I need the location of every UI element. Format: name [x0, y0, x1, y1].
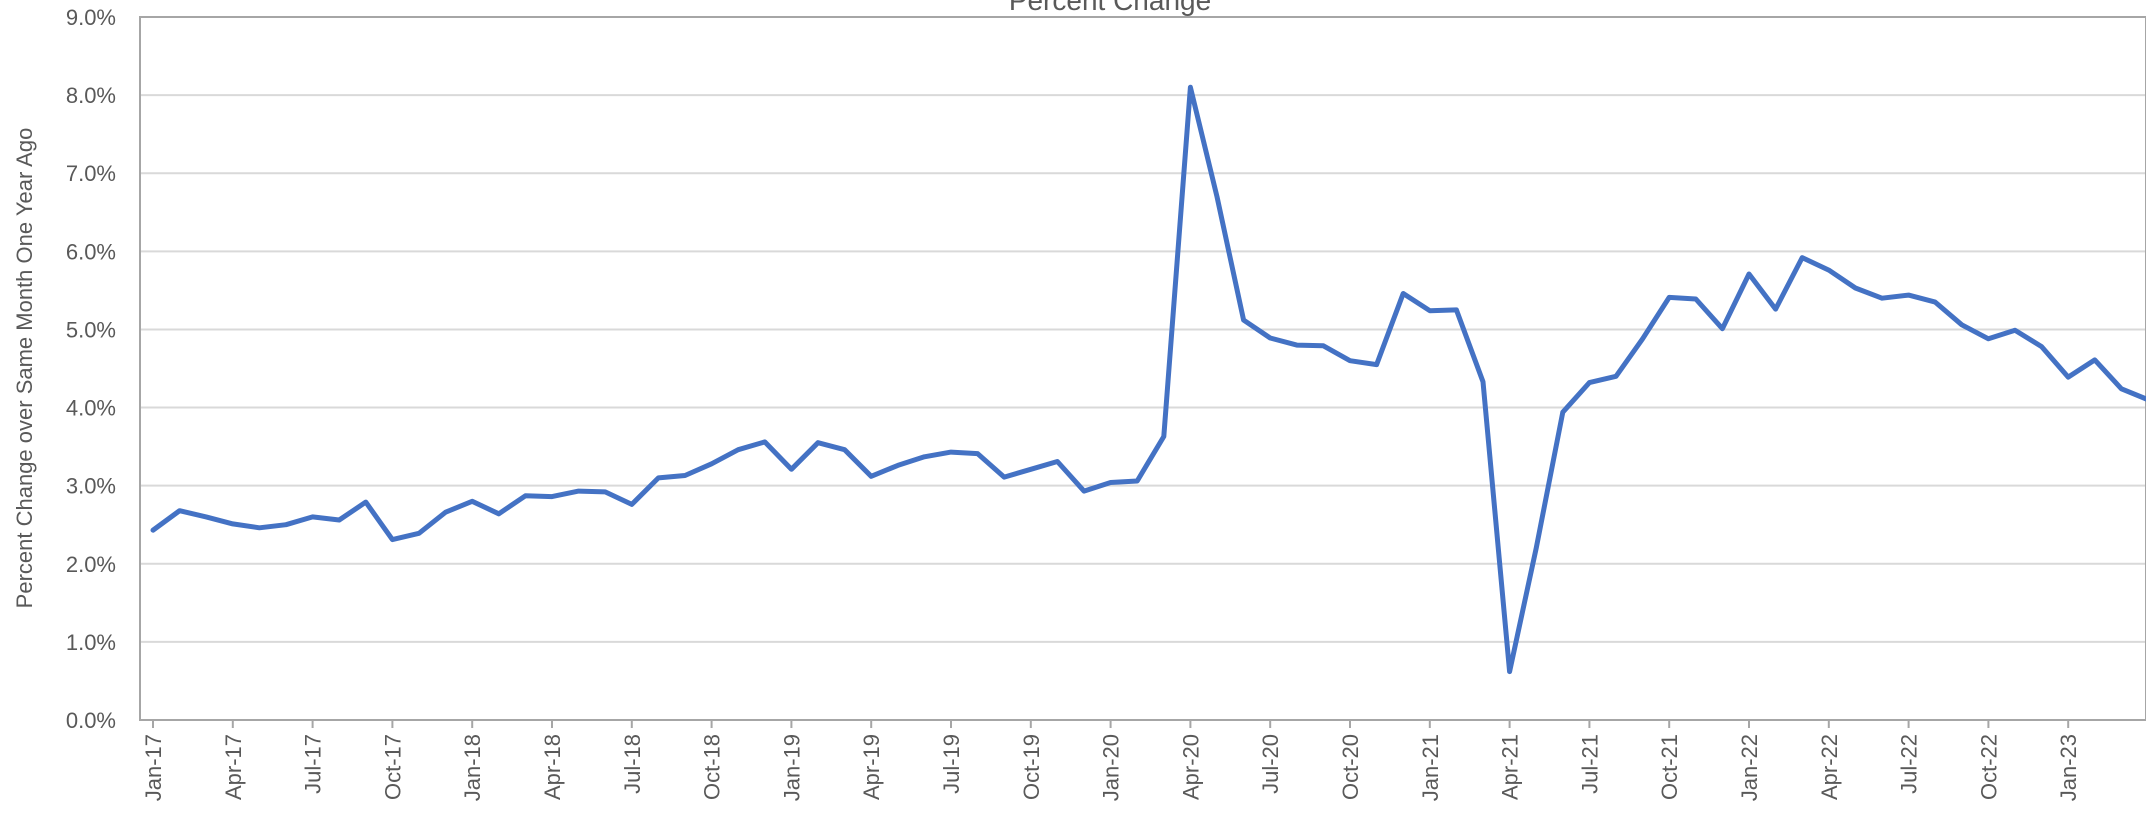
chart-title: Percent Change [1009, 0, 1211, 16]
y-tick-label: 6.0% [66, 239, 116, 264]
x-tick-label: Jul-19 [939, 734, 964, 794]
x-tick-label: Oct-22 [1976, 734, 2001, 800]
y-tick-label: 7.0% [66, 161, 116, 186]
x-tick-label: Jan-19 [779, 734, 804, 801]
x-tick-label: Jul-18 [620, 734, 645, 794]
x-tick-label: Jul-22 [1897, 734, 1922, 794]
x-tick-label: Apr-22 [1817, 734, 1842, 800]
y-tick-label: 0.0% [66, 708, 116, 733]
x-tick-label: Jul-21 [1577, 734, 1602, 794]
x-tick-label: Jan-18 [460, 734, 485, 801]
y-tick-label: 8.0% [66, 83, 116, 108]
series-group [150, 84, 2146, 675]
y-tick-label: 9.0% [66, 5, 116, 30]
x-tick-label: Jan-17 [141, 734, 166, 801]
series-line [150, 84, 2146, 675]
y-tick-label: 4.0% [66, 396, 116, 421]
x-tick-label: Jan-22 [1737, 734, 1762, 801]
x-tick-label: Oct-21 [1657, 734, 1682, 800]
y-axis: 0.0% 1.0% 2.0% 3.0% 4.0% 5.0% 6.0% 7.0% 8.0% 9.0% [66, 5, 116, 733]
x-tick-label: Oct-19 [1019, 734, 1044, 800]
x-tick-label: Jul-20 [1258, 734, 1283, 794]
x-tick-label: Oct-20 [1338, 734, 1363, 800]
gridlines [140, 94, 2146, 643]
y-tick-label: 2.0% [66, 552, 116, 577]
y-tick-label: 3.0% [66, 474, 116, 499]
x-tick-label: Jan-23 [2056, 734, 2081, 801]
x-tick-label: Jan-20 [1099, 734, 1124, 801]
plot-area-border [139, 16, 2146, 721]
x-tick-label: Apr-17 [221, 734, 246, 800]
y-tick-label: 5.0% [66, 317, 116, 342]
x-tick-label: Jul-17 [301, 734, 326, 794]
x-tick-label: Apr-19 [859, 734, 884, 800]
x-tick-label: Apr-21 [1498, 734, 1523, 800]
y-tick-label: 1.0% [66, 630, 116, 655]
x-tick-label: Apr-20 [1178, 734, 1203, 800]
x-tick-label: Oct-17 [380, 734, 405, 800]
x-tick-label: Apr-18 [540, 734, 565, 800]
x-tick-label: Jan-21 [1418, 734, 1443, 801]
x-axis: Jan-17 Apr-17 Jul-17 Oct-17 Jan-18 Apr-18 Jul-… [141, 720, 2081, 801]
y-axis-title: Percent Change over Same Month One Year … [12, 128, 37, 609]
x-tick-label: Oct-18 [700, 734, 725, 800]
